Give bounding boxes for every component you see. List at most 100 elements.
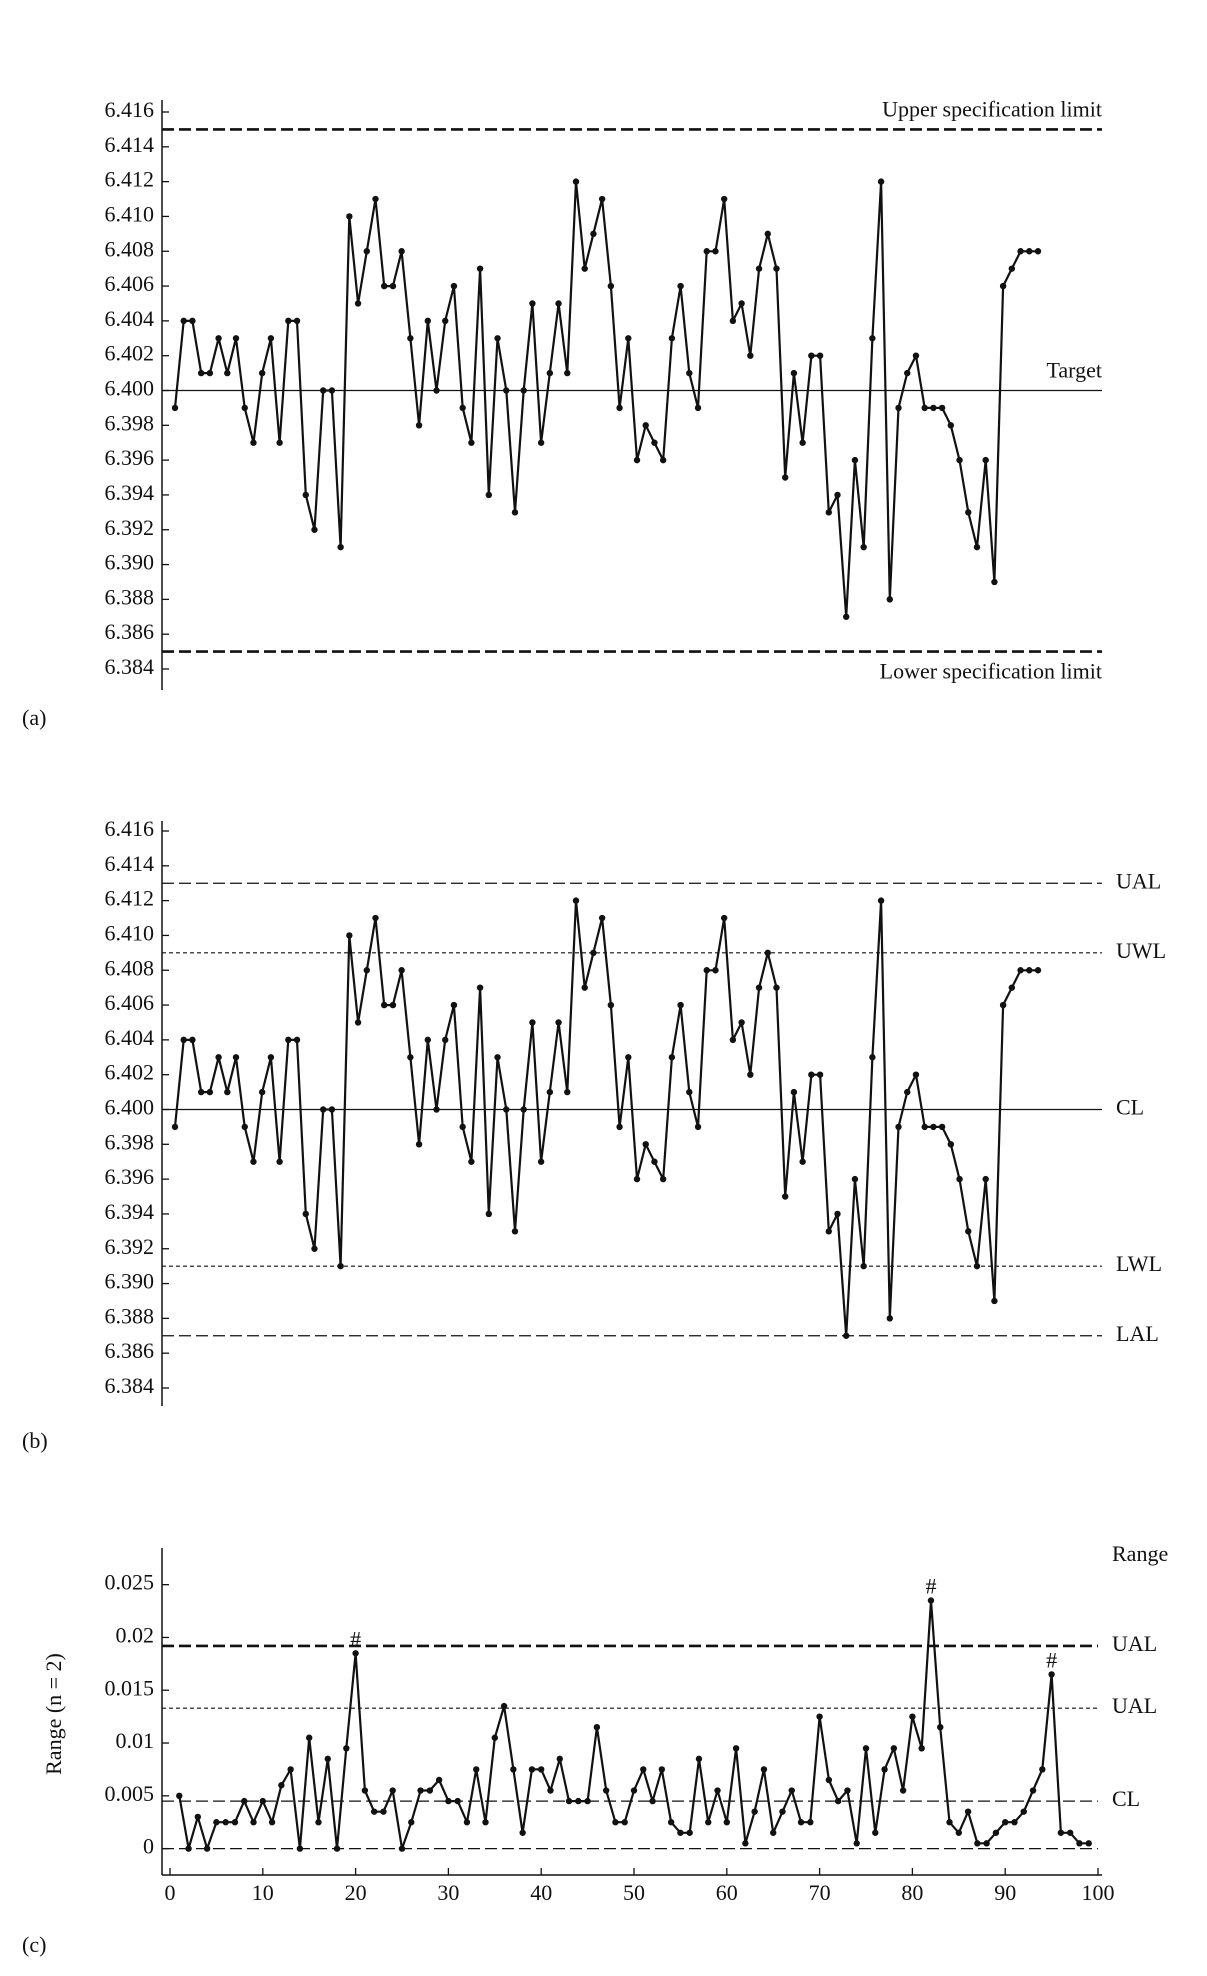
y-tick-label: 6.410 [105,920,155,945]
data-point [189,1036,196,1044]
data-point [372,914,379,922]
data-point [319,387,327,394]
y-tick-label: 6.406 [105,990,155,1015]
y-tick-label: 6.416 [105,816,155,841]
data-point [224,1088,231,1096]
data-point [258,1088,266,1096]
data-point [389,1001,397,1009]
data-point [361,1787,369,1794]
data-point [881,1766,888,1773]
data-point [491,1734,498,1741]
data-point [659,456,667,464]
y-tick-label: 0.025 [105,1570,155,1595]
data-point [686,1088,693,1096]
data-point [705,1819,712,1826]
data-point [602,1787,610,1794]
data-point [877,178,885,185]
data-point [417,1787,424,1794]
data-point [503,387,510,394]
data-point [189,317,196,325]
data-point [912,352,920,359]
reference-label: Target [1047,358,1102,383]
y-tick-label: 6.394 [105,1199,155,1224]
data-point [797,1819,805,1826]
data-point [694,404,702,412]
data-point [974,1840,981,1847]
data-point [215,335,222,342]
x-tick-label: 40 [530,1880,552,1905]
y-tick-label: 6.396 [105,1164,155,1189]
data-point [1034,967,1042,974]
data-point [259,1797,266,1805]
data-point [463,1819,471,1826]
data-line [173,899,1038,1337]
data-point [1085,1840,1092,1847]
x-tick-label: 70 [809,1880,831,1905]
data-point [860,1262,867,1270]
data-point [642,1141,649,1148]
y-tick-label: 6.388 [105,584,155,609]
data-point [276,1158,283,1165]
data-point [790,1088,798,1096]
data-point [575,1797,582,1805]
data-point [1076,1840,1083,1847]
data-point [844,1787,851,1794]
data-point [851,1175,859,1183]
data-point [258,369,266,377]
data-point [738,300,745,307]
data-point [825,509,832,516]
data-point [538,1766,545,1773]
y-tick-label: 6.404 [105,1025,155,1050]
data-point [904,369,911,377]
data-point [686,369,693,377]
y-tick-label: 6.414 [105,851,155,876]
data-point [947,1141,955,1148]
data-point [1017,967,1024,974]
data-point [285,1036,292,1044]
data-point [825,1776,833,1784]
reference-label: LAL [1116,1321,1159,1346]
data-point [426,1787,434,1794]
data-point [712,248,719,255]
data-point [468,1158,475,1165]
y-tick-label: 6.406 [105,271,155,296]
data-point [965,1228,972,1235]
y-tick-label: 6.404 [105,306,155,331]
data-point [250,1158,257,1165]
data-point [510,1766,517,1773]
data-point [215,1054,222,1061]
data-point [751,1808,758,1815]
data-point [695,1755,703,1763]
data-point [442,1036,449,1044]
data-point [677,1829,684,1836]
data-line [178,1599,1089,1850]
data-point [206,1088,214,1096]
data-point [555,1019,562,1026]
data-point [485,491,493,499]
data-point [337,1262,344,1270]
data-point [547,1787,554,1794]
data-point [180,317,187,325]
data-point [433,1106,440,1113]
y-axis-label: Range (n = 2) [41,1653,66,1775]
y-tick-label: 0.015 [105,1675,155,1700]
data-point [955,1829,962,1836]
data-point [843,1332,850,1339]
data-point [555,300,562,307]
data-point [324,1755,331,1763]
data-point [346,213,353,220]
data-point [965,509,972,516]
data-point [276,439,283,446]
data-point [398,1845,406,1852]
data-point [285,317,292,325]
data-point [869,1054,876,1061]
data-point [760,1766,768,1773]
data-point [415,422,423,429]
x-tick-label: 100 [1082,1880,1115,1905]
data-point [956,1175,963,1183]
y-tick-label: 6.414 [105,132,155,157]
data-point [1034,248,1042,255]
y-tick-label: 6.416 [105,97,155,122]
data-point [494,335,501,342]
data-point [476,265,484,272]
